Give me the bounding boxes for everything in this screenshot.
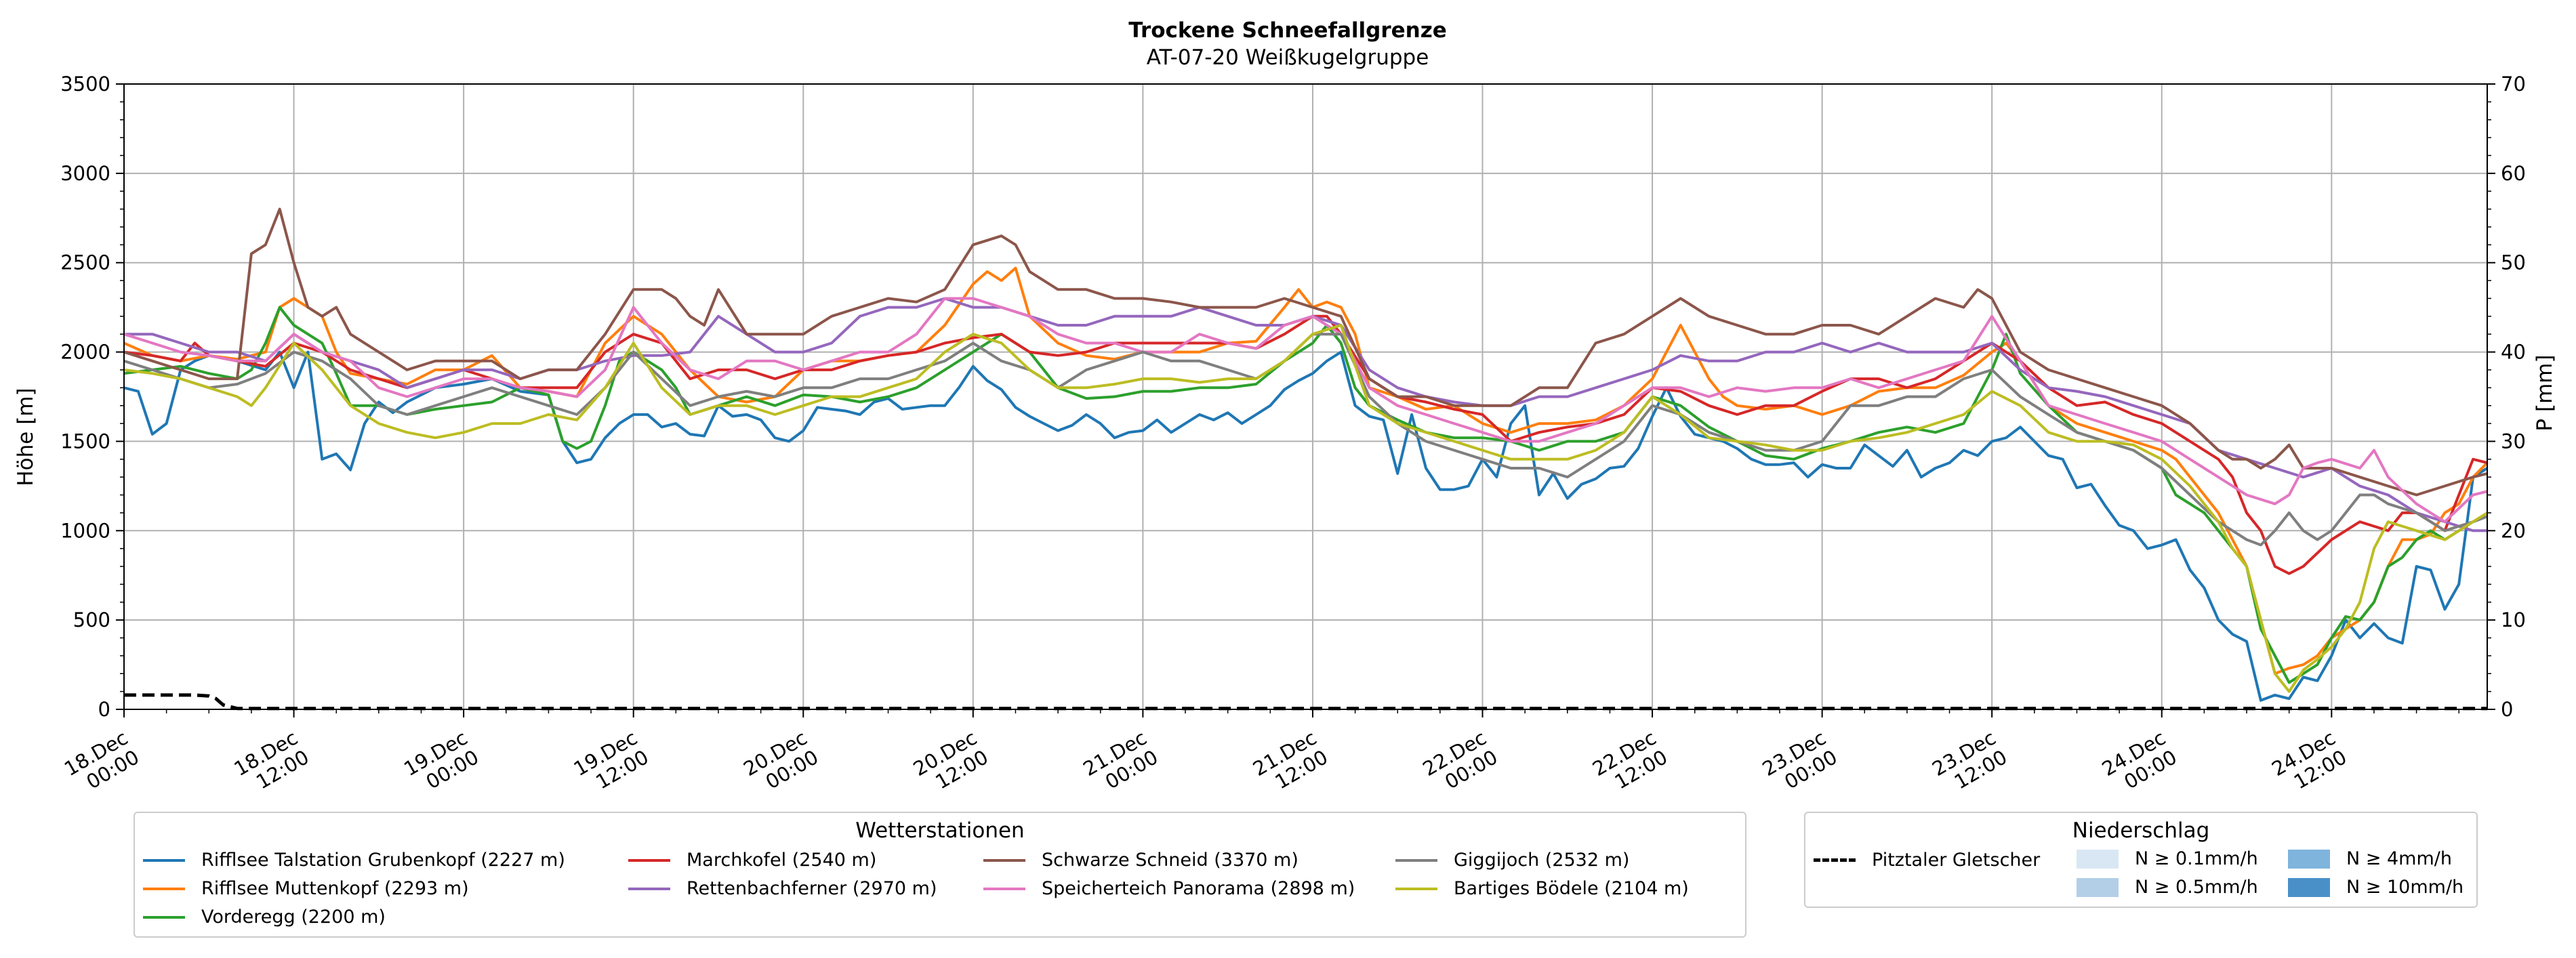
y-tick-label: 1000: [60, 519, 110, 542]
legend-label: Rifflsee Muttenkopf (2293 m): [201, 878, 469, 899]
legend-swatch: [143, 915, 185, 919]
chart-title: Trockene Schneefallgrenze: [1128, 18, 1447, 43]
x-tick-label: 24.Dec12:00: [2268, 726, 2350, 800]
legend-item: Rifflsee Muttenkopf (2293 m): [143, 878, 469, 899]
y-axis-label: Höhe [m]: [14, 388, 38, 486]
legend-label: Pitztaler Gletscher: [1872, 850, 2041, 871]
legend-label: N ≥ 10mm/h: [2346, 877, 2464, 898]
legend-label: Schwarze Schneid (3370 m): [1042, 850, 1299, 871]
legend-label: Bartiges Bödele (2104 m): [1454, 878, 1689, 899]
legend-swatch: [983, 887, 1025, 890]
legend-swatch: [143, 887, 185, 890]
legend-swatch: [143, 858, 185, 862]
legend-item-precip: N ≥ 0.1mm/h: [2077, 848, 2258, 869]
legend-item-glacier: Pitztaler Gletscher: [1814, 850, 2040, 871]
legend-item: Bartiges Bödele (2104 m): [1395, 878, 1689, 899]
series-line: [123, 324, 2489, 693]
y-tick-label: 3000: [60, 162, 110, 185]
y-tick-label: 0: [98, 698, 110, 721]
legend-label: Speicherteich Panorama (2898 m): [1042, 878, 1355, 899]
legend-item: Schwarze Schneid (3370 m): [983, 850, 1299, 871]
legend-swatch: [1395, 858, 1437, 862]
y2-tick-label: 70: [2501, 72, 2526, 96]
series-line: [123, 350, 2489, 702]
legend-stations: Wetterstationen Rifflsee Talstation Grub…: [134, 812, 1746, 938]
legend-swatch: [628, 887, 670, 890]
legend-label: N ≥ 0.1mm/h: [2135, 848, 2258, 869]
x-tick-label: 24.Dec00:00: [2098, 726, 2181, 800]
x-tick-label: 19.Dec00:00: [400, 726, 483, 800]
legend-label: Giggijoch (2532 m): [1454, 850, 1630, 871]
x-tick-label: 23.Dec00:00: [1759, 726, 1841, 800]
legend-label: N ≥ 4mm/h: [2346, 848, 2452, 869]
legend-item-precip: N ≥ 0.5mm/h: [2077, 877, 2258, 898]
x-tick-label: 18.Dec12:00: [230, 726, 313, 800]
y2-tick-label: 20: [2501, 519, 2526, 542]
legend-precipitation: Niederschlag Pitztaler Gletscher N ≥ 0.1…: [1804, 812, 2478, 908]
x-tick-label: 23.Dec12:00: [1928, 726, 2011, 800]
legend-item: Rettenbachferner (2970 m): [628, 878, 937, 899]
y2-tick-label: 50: [2501, 251, 2526, 274]
legend-item-precip: N ≥ 4mm/h: [2288, 848, 2452, 869]
x-tick-label: 21.Dec12:00: [1249, 726, 1332, 800]
legend-stations-title: Wetterstationen: [855, 818, 1025, 843]
legend-swatch-fill: [2077, 877, 2119, 897]
y-tick-label: 2500: [60, 251, 110, 274]
legend-swatch-fill: [2077, 849, 2119, 869]
x-tick-label: 20.Dec00:00: [739, 726, 822, 800]
x-tick-label: 18.Dec00:00: [60, 726, 143, 800]
series-line: [123, 207, 2488, 497]
chart-subtitle: AT-07-20 Weißkugelgruppe: [1147, 45, 1429, 70]
x-tick-label: 22.Dec00:00: [1418, 726, 1501, 800]
series-group: [123, 207, 2489, 711]
y2-tick-label: 30: [2501, 430, 2526, 453]
legend-item: Giggijoch (2532 m): [1395, 850, 1629, 871]
y-tick-label: 2000: [60, 341, 110, 364]
y2-tick-label: 40: [2501, 341, 2526, 364]
legend-swatch: [1395, 887, 1437, 890]
legend-label: Marchkofel (2540 m): [687, 850, 877, 871]
y-tick-label: 500: [73, 608, 110, 631]
series-line: [123, 297, 2488, 524]
series-line: [124, 693, 2487, 711]
legend-precip-title: Niederschlag: [2072, 818, 2210, 843]
y2-axis-label: P [mm]: [2533, 354, 2557, 431]
series-line: [123, 333, 2488, 547]
legend-label: Vorderegg (2200 m): [201, 907, 386, 928]
plot-frame: [123, 83, 2488, 710]
y-tick-label: 1500: [60, 430, 110, 453]
y2-tick-label: 10: [2501, 608, 2526, 631]
legend-swatch: [983, 858, 1025, 862]
legend-label: Rettenbachferner (2970 m): [687, 878, 937, 899]
x-tick-label: 22.Dec12:00: [1589, 726, 1671, 800]
y-tick-label: 3500: [60, 72, 110, 96]
x-tick-label: 20.Dec12:00: [909, 726, 992, 800]
legend-swatch: [628, 858, 670, 862]
legend-swatch-dashed: [1814, 858, 1856, 862]
series-line: [123, 266, 2489, 675]
legend-item: Speicherteich Panorama (2898 m): [983, 878, 1355, 899]
x-tick-label: 21.Dec00:00: [1079, 726, 1162, 800]
legend-swatch-fill: [2288, 877, 2330, 897]
y2-tick-label: 60: [2501, 162, 2526, 185]
legend-item: Marchkofel (2540 m): [628, 850, 876, 871]
legend-swatch-fill: [2288, 849, 2330, 869]
legend-label: Rifflsee Talstation Grubenkopf (2227 m): [201, 850, 565, 871]
legend-label: N ≥ 0.5mm/h: [2135, 877, 2258, 898]
x-tick-label: 19.Dec12:00: [570, 726, 653, 800]
legend-item: Rifflsee Talstation Grubenkopf (2227 m): [143, 850, 565, 871]
y2-tick-label: 0: [2501, 698, 2513, 721]
legend-item-precip: N ≥ 10mm/h: [2288, 877, 2463, 898]
legend-item: Vorderegg (2200 m): [143, 907, 386, 928]
